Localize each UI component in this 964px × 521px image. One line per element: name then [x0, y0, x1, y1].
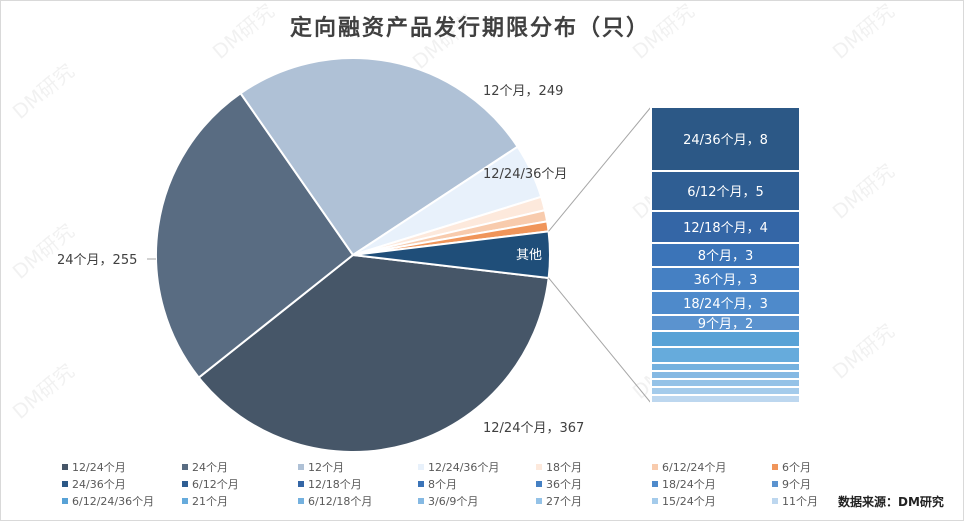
legend-swatch: [536, 498, 542, 504]
watermark-text: DM研究: [8, 59, 79, 124]
watermark-text: DM研究: [8, 219, 79, 284]
bar-segment: [650, 210, 801, 244]
legend-swatch: [182, 481, 188, 487]
bar-segment: [650, 242, 801, 268]
legend-swatch: [62, 498, 68, 504]
bar-segment: [650, 386, 801, 396]
legend-item: 18个月: [546, 461, 582, 474]
legend-item: 3/6/9个月: [428, 495, 478, 508]
pie-data-label: 12个月，249: [483, 84, 563, 99]
bar-data-label: 24/36个月，8: [683, 133, 768, 148]
pie-data-label: 其他: [516, 248, 542, 263]
legend-item: 12个月: [308, 461, 344, 474]
legend-item: 11个月: [782, 495, 818, 508]
legend: 12/24个月 24个月 12个月 12/24/36个月 18个月 6/12/24个月 6个…: [62, 461, 818, 508]
pie-slice: [352, 230, 551, 280]
legend-swatch: [62, 481, 68, 487]
watermark-text: DM研究: [828, 159, 899, 224]
legend-item: 8个月: [428, 478, 457, 491]
bar-segment: [650, 266, 801, 292]
bar-segment: [650, 346, 801, 364]
legend-swatch: [298, 481, 304, 487]
bar-segment: [650, 170, 801, 212]
bar-data-label: 9个月，2: [698, 317, 754, 332]
legend-swatch: [62, 464, 68, 470]
legend-item: 24个月: [192, 461, 228, 474]
legend-item: 12/18个月: [308, 478, 362, 491]
bar-segment: [650, 362, 801, 372]
watermark-text: DM研究: [828, 0, 899, 64]
watermark-text: DM研究: [8, 359, 79, 424]
pie-slice: [197, 253, 550, 453]
legend-item: 12/24/36个月: [428, 461, 499, 474]
legend-swatch: [182, 464, 188, 470]
legend-swatch: [418, 481, 424, 487]
pie-data-label: 24个月，255: [57, 253, 137, 268]
legend-item: 12/24个月: [72, 461, 126, 474]
legend-item: 6/12个月: [192, 478, 239, 491]
legend-swatch: [772, 464, 778, 470]
pie-slice: [155, 91, 355, 379]
legend-swatch: [536, 481, 542, 487]
legend-item: 15/24个月: [662, 495, 716, 508]
connector-line: [548, 106, 652, 232]
legend-swatch: [418, 464, 424, 470]
pie-data-label: 12/24/36个月: [483, 167, 567, 182]
bar-data-label: 6/12个月，5: [687, 185, 763, 200]
legend-swatch: [418, 498, 424, 504]
bar-data-label: 12/18个月，4: [683, 221, 768, 236]
bar-segment: [650, 330, 801, 348]
watermark-text: DM研究: [828, 319, 899, 384]
bar-segment: [650, 106, 801, 172]
legend-item: 21个月: [192, 495, 228, 508]
pie-slice: [239, 57, 519, 257]
bar-data-label: 8个月，3: [698, 249, 754, 264]
legend-swatch: [652, 481, 658, 487]
legend-swatch: [772, 498, 778, 504]
legend-item: 6/12/18个月: [308, 495, 372, 508]
legend-item: 18/24个月: [662, 478, 716, 491]
pie-data-label: 12/24个月，367: [483, 421, 584, 436]
legend-item: 6个月: [782, 461, 811, 474]
legend-item: 36个月: [546, 478, 582, 491]
bar-segment: [650, 378, 801, 388]
connector-line: [548, 277, 652, 404]
chart-title: 定向融资产品发行期限分布（只）: [290, 15, 650, 41]
legend-swatch: [182, 498, 188, 504]
bar-segment: [650, 394, 801, 404]
legend-item: 9个月: [782, 478, 811, 491]
bar-data-label: 18/24个月，3: [683, 297, 768, 312]
bar-stack: 24/36个月，8 6/12个月，5 12/18个月，4 8个月，3 36个月，3 18/…: [650, 106, 801, 404]
legend-swatch: [298, 464, 304, 470]
legend-item: 24/36个月: [72, 478, 126, 491]
legend-swatch: [536, 464, 542, 470]
legend-swatch: [652, 498, 658, 504]
legend-swatch: [298, 498, 304, 504]
legend-item: 6/12/24/36个月: [72, 495, 154, 508]
bar-segment: [650, 370, 801, 380]
bar-data-label: 36个月，3: [694, 273, 758, 288]
source-note: 数据来源：DM研究: [838, 494, 944, 509]
legend-item: 27个月: [546, 495, 582, 508]
watermark-text: DM研究: [208, 0, 279, 64]
legend-swatch: [652, 464, 658, 470]
legend-swatch: [772, 481, 778, 487]
legend-item: 6/12/24个月: [662, 461, 726, 474]
